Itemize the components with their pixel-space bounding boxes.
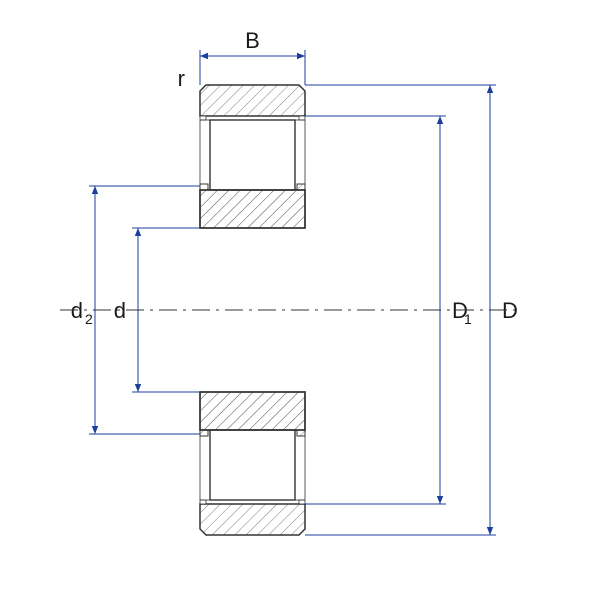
label-D: D [502, 298, 518, 323]
label-D1-sub: 1 [464, 311, 472, 327]
bearing-cross-section: Brd2dD1D [0, 0, 600, 600]
label-r: r [178, 66, 185, 91]
label-B: B [245, 28, 260, 53]
label-d: d [114, 298, 126, 323]
label-d2-sub: 2 [85, 311, 93, 327]
label-d2: d [71, 298, 83, 323]
